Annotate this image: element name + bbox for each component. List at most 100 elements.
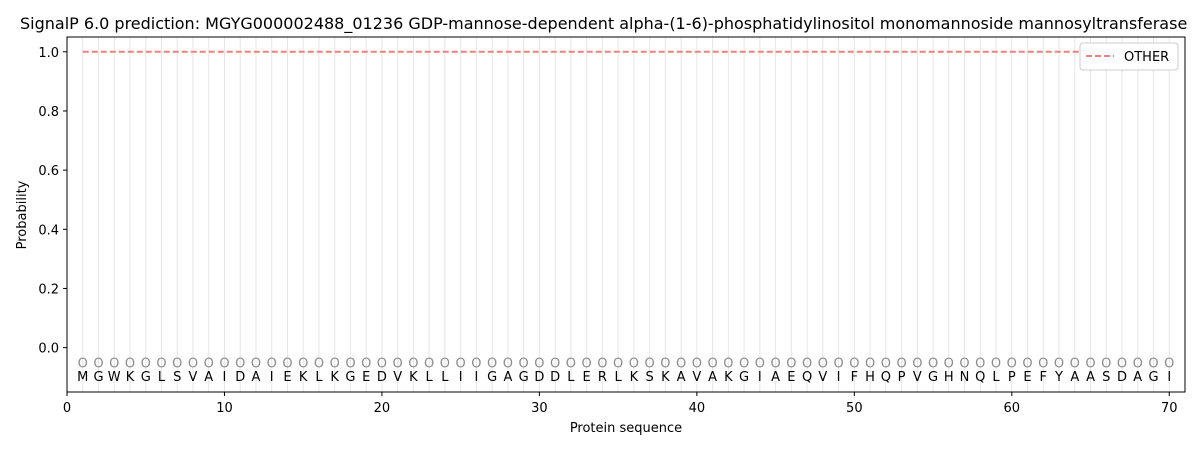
predicted-label-marker: O [1117,356,1127,371]
predicted-label-marker: O [975,356,985,371]
sequence-residue: K [299,370,308,385]
predicted-label-marker: O [235,356,245,371]
predicted-label-marker: O [1022,356,1032,371]
sequence-residue: L [441,370,449,385]
sequence-residue: I [1167,370,1171,385]
predicted-label-marker: O [707,356,717,371]
predicted-label-marker: O [818,356,828,371]
sequence-residue: W [108,370,121,385]
predicted-label-marker: O [219,356,229,371]
sequence-residue: I [758,370,762,385]
x-tick-label: 60 [1004,401,1021,416]
sequence-residue: I [459,370,463,385]
sequence-residue: S [645,370,653,385]
sequence-residue: A [771,370,780,385]
predicted-label-marker: O [802,356,812,371]
plot-frame [66,36,1186,393]
sequence-residue: G [928,370,938,385]
predicted-label-marker: O [755,356,765,371]
sequence-residue: Y [1054,370,1063,385]
sequence-residue: G [141,370,151,385]
x-axis-ticks: 0 10 20 30 40 50 60 70 [63,392,1178,416]
predicted-label-marker: O [1038,356,1048,371]
predicted-label-marker: O [881,356,891,371]
sequence-residue: G [93,370,103,385]
chart-title: SignalP 6.0 prediction: MGYG000002488_01… [20,14,1187,34]
sequence-residue: L [615,370,623,385]
predicted-label-marker: O [1164,356,1174,371]
sequence-residue: E [787,370,795,385]
sequence-residue: I [474,370,478,385]
sequence-residue: D [1117,370,1127,385]
x-tick-label: 40 [689,401,706,416]
predicted-label-marker: O [692,356,702,371]
predicted-label-marker: O [361,356,371,371]
sequence-residue: K [409,370,418,385]
predicted-label-marker: O [865,356,875,371]
predicted-label-marker: O [298,356,308,371]
x-tick-label: 0 [63,401,71,416]
predicted-label-marker: O [125,356,135,371]
sequence-residue: S [1102,370,1110,385]
predicted-label-marker: O [314,356,324,371]
sequence-residue: D [377,370,387,385]
predicted-label-marker: O [645,356,655,371]
sequence-residue: A [708,370,717,385]
sequence-residue: Q [802,370,812,385]
predicted-label-marker: O [172,356,182,371]
predicted-label-marker: O [912,356,922,371]
sequence-residue: V [393,370,402,385]
y-tick-label: 0.2 [38,282,59,297]
sequence-residue: E [362,370,370,385]
predicted-label-marker: O [833,356,843,371]
sequence-residue: A [252,370,261,385]
predicted-label-marker: O [1007,356,1017,371]
sequence-residue: L [158,370,166,385]
predicted-label-marker: O [739,356,749,371]
sequence-residue: E [1023,370,1031,385]
sequence-residue: K [126,370,135,385]
predicted-label-marker: O [959,356,969,371]
predicted-label-marker: O [534,356,544,371]
sequence-residue: L [315,370,323,385]
predicted-label-marker: O [519,356,529,371]
sequence-residue: L [567,370,575,385]
sequence-residue: Q [975,370,985,385]
sequence-residue: V [913,370,922,385]
residue-grid [82,37,1170,392]
sequence-residue: I [223,370,227,385]
predicted-label-marker: O [487,356,497,371]
sequence-residue: A [1070,370,1079,385]
predicted-label-marker: O [204,356,214,371]
sequence-residue: P [1008,370,1016,385]
predicted-label-marker: O [393,356,403,371]
y-axis-ticks: 0.0 0.2 0.4 0.6 0.8 1.0 [38,46,67,357]
predicted-label-marker: O [456,356,466,371]
sequence-residue: K [661,370,670,385]
predicted-label-marker: O [660,356,670,371]
legend-label-other: OTHER [1124,50,1169,65]
predicted-label-marker: O [503,356,513,371]
sequence-residue: V [189,370,198,385]
sequence-residue: G [1148,370,1158,385]
sequence-residue: A [1086,370,1095,385]
x-tick-label: 70 [1161,401,1178,416]
sequence-residue: G [519,370,529,385]
predicted-label-marker: O [676,356,686,371]
sequence-residue: I [270,370,274,385]
sequence-residue: H [865,370,875,385]
predicted-label-marker: O [1148,356,1158,371]
predicted-label-marker: O [330,356,340,371]
predicted-label-marker: O [1085,356,1095,371]
sequence-residue: A [1133,370,1142,385]
predicted-label-marker: O [267,356,277,371]
legend: OTHER [1079,42,1179,71]
sequence-residue: I [837,370,841,385]
predicted-label-marker: O [723,356,733,371]
predicted-label-marker: O [345,356,355,371]
predicted-label-marker: O [408,356,418,371]
sequence-residue: G [345,370,355,385]
predicted-label-marker: O [1054,356,1064,371]
